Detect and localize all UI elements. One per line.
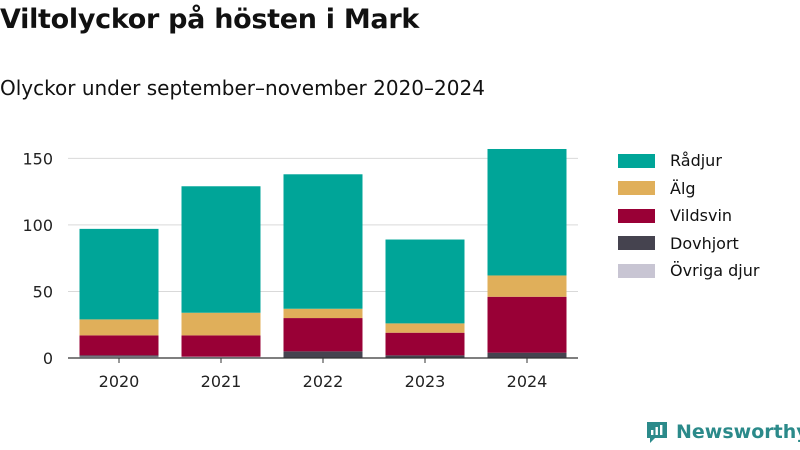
bar-segment xyxy=(181,356,261,358)
legend-label: Vildsvin xyxy=(670,206,733,226)
legend-label: Rådjur xyxy=(670,151,722,171)
y-tick-label: 0 xyxy=(43,349,53,368)
bar-segment xyxy=(283,174,363,309)
bar-segment xyxy=(487,296,567,353)
bar-segment xyxy=(79,319,159,336)
chart-subtitle: Olyckor under september–november 2020–20… xyxy=(0,76,485,100)
x-tick-label: 2023 xyxy=(405,372,446,391)
legend-item: Rådjur xyxy=(618,147,759,175)
legend-item: Övriga djur xyxy=(618,257,759,285)
bar-segment xyxy=(181,186,261,313)
bar-segment xyxy=(79,228,159,320)
x-tick-label: 2022 xyxy=(303,372,344,391)
legend-swatch xyxy=(618,263,655,278)
bar-segment xyxy=(79,355,159,357)
brand-name: Newsworthy xyxy=(676,421,800,443)
legend-item: Vildsvin xyxy=(618,202,759,230)
legend-swatch xyxy=(618,153,655,168)
legend-swatch xyxy=(618,208,655,223)
y-tick-label: 100 xyxy=(22,216,53,235)
brand-logo: Newsworthy xyxy=(644,419,800,445)
bar-segment xyxy=(385,332,465,356)
chart-legend: Rådjur Älg Vildsvin Dovhjort Övriga djur xyxy=(618,147,759,285)
bar-segment xyxy=(283,318,363,352)
bar-segment xyxy=(385,323,465,333)
y-tick-label: 50 xyxy=(33,282,53,301)
legend-item: Dovhjort xyxy=(618,230,759,258)
bar-segment xyxy=(487,275,567,297)
bar-segment xyxy=(79,335,159,356)
bar-segment xyxy=(283,308,363,319)
legend-label: Älg xyxy=(670,178,696,198)
bar-segment xyxy=(385,239,465,324)
legend-label: Övriga djur xyxy=(670,261,760,281)
legend-item: Älg xyxy=(618,175,759,203)
bar-segment xyxy=(385,355,465,358)
bar-segment xyxy=(487,148,567,276)
bar-segment xyxy=(79,356,159,358)
x-tick-label: 2021 xyxy=(201,372,242,391)
bar-segment xyxy=(487,352,567,358)
bar-segment xyxy=(181,312,261,336)
legend-swatch xyxy=(618,236,655,251)
x-tick-label: 2020 xyxy=(99,372,140,391)
x-tick-label: 2024 xyxy=(507,372,548,391)
legend-label: Dovhjort xyxy=(670,233,739,253)
legend-swatch xyxy=(618,181,655,196)
y-tick-label: 150 xyxy=(22,149,53,168)
chart-title: Viltolyckor på hösten i Mark xyxy=(0,4,419,35)
bar-segment xyxy=(283,351,363,358)
bar-segment xyxy=(181,335,261,357)
newsworthy-logo-icon xyxy=(647,422,667,443)
